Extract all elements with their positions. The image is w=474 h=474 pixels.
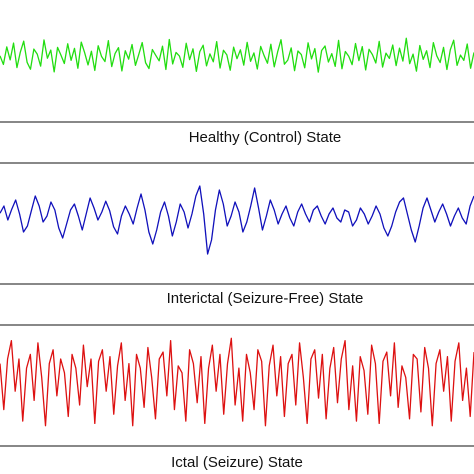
healthy-eeg-trace (0, 37, 474, 73)
panel-healthy: Healthy (Control) State (0, 37, 474, 146)
panel-interictal: Interictal (Seizure-Free) State (0, 162, 474, 307)
healthy-caption: Healthy (Control) State (189, 129, 342, 146)
panel-healthy-frame (0, 121, 474, 123)
interictal-eeg-trace (0, 185, 474, 255)
ictal-eeg-trace (0, 337, 474, 427)
ictal-caption: Ictal (Seizure) State (171, 454, 303, 471)
interictal-caption: Interictal (Seizure-Free) State (167, 290, 364, 307)
panel-interictal-frame (0, 162, 474, 285)
panel-ictal-frame (0, 324, 474, 447)
panel-ictal: Ictal (Seizure) State (0, 324, 474, 471)
